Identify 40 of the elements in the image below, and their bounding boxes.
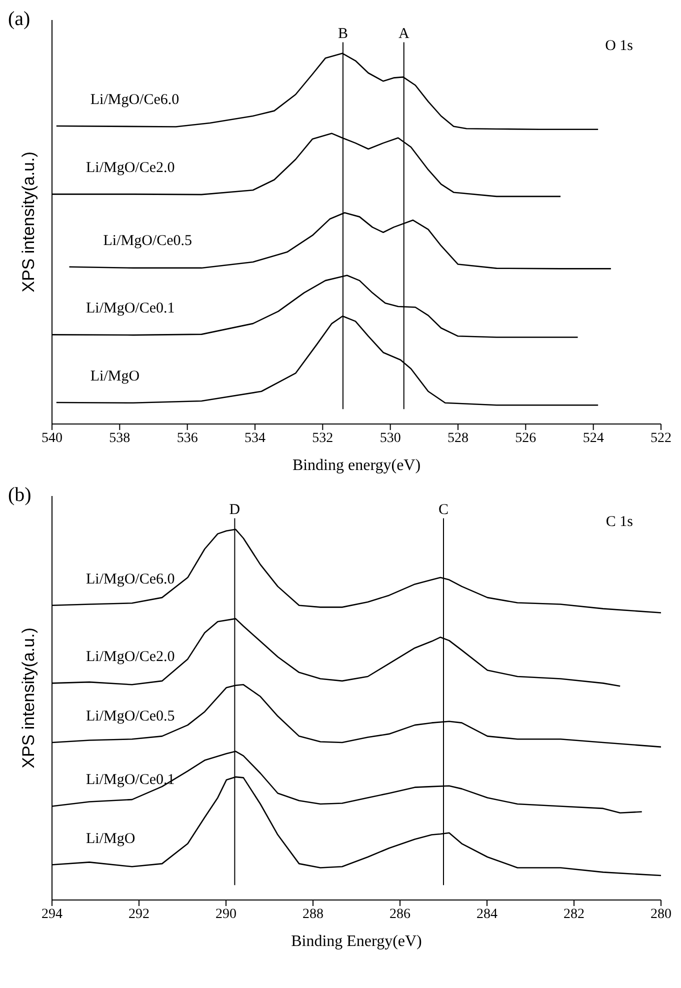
x-tick-label: 528 (448, 430, 468, 446)
x-tick-label: 526 (515, 430, 536, 446)
x-tick-label: 534 (244, 430, 266, 446)
series-label: Li/MgO/Ce6.0 (86, 571, 175, 588)
x-tick-label: 292 (128, 906, 150, 922)
series-label: Li/MgO/Ce2.0 (86, 160, 175, 176)
annotation: O 1s (605, 38, 633, 55)
chart-title: (b) (8, 484, 32, 507)
x-axis-title: Binding Energy(eV) (291, 933, 422, 950)
series-label: Li/MgO/Ce0.5 (86, 708, 175, 724)
x-tick-label: 538 (109, 430, 130, 446)
ref-line-label: D (229, 502, 240, 518)
series-label: Li/MgO/Ce0.5 (103, 232, 192, 249)
ref-line-label: A (398, 26, 410, 42)
chart-title: (a) (8, 8, 30, 31)
y-axis-title: XPS intensity(a.u.) (19, 152, 38, 292)
series-label: Li/MgO/Ce2.0 (86, 649, 175, 666)
y-axis-title: XPS intensity(a.u.) (19, 628, 38, 768)
x-tick-label: 536 (176, 430, 198, 446)
series-label: Li/MgO/Ce0.1 (86, 772, 175, 788)
x-tick-label: 540 (42, 430, 62, 446)
ref-line-label: B (338, 26, 348, 42)
x-tick-label: 288 (302, 906, 324, 922)
ref-line-label: C (438, 502, 449, 518)
annotation: C 1s (606, 514, 633, 531)
series-label: Li/MgO/Ce6.0 (90, 92, 180, 108)
x-tick-label: 294 (42, 906, 62, 922)
x-tick-label: 532 (312, 430, 334, 446)
series-label: Li/MgO (90, 368, 140, 385)
x-tick-label: 280 (650, 906, 672, 922)
x-tick-label: 522 (650, 430, 672, 446)
x-tick-label: 290 (216, 906, 236, 922)
x-tick-label: 530 (380, 430, 401, 446)
x-tick-label: 284 (476, 906, 498, 922)
series-label: Li/MgO (86, 830, 136, 847)
x-tick-label: 286 (390, 906, 410, 922)
x-tick-label: 524 (582, 430, 604, 446)
x-tick-label: 282 (564, 906, 584, 922)
series-label: Li/MgO/Ce0.1 (86, 300, 175, 317)
x-axis-title: Binding energy(eV) (292, 457, 421, 474)
